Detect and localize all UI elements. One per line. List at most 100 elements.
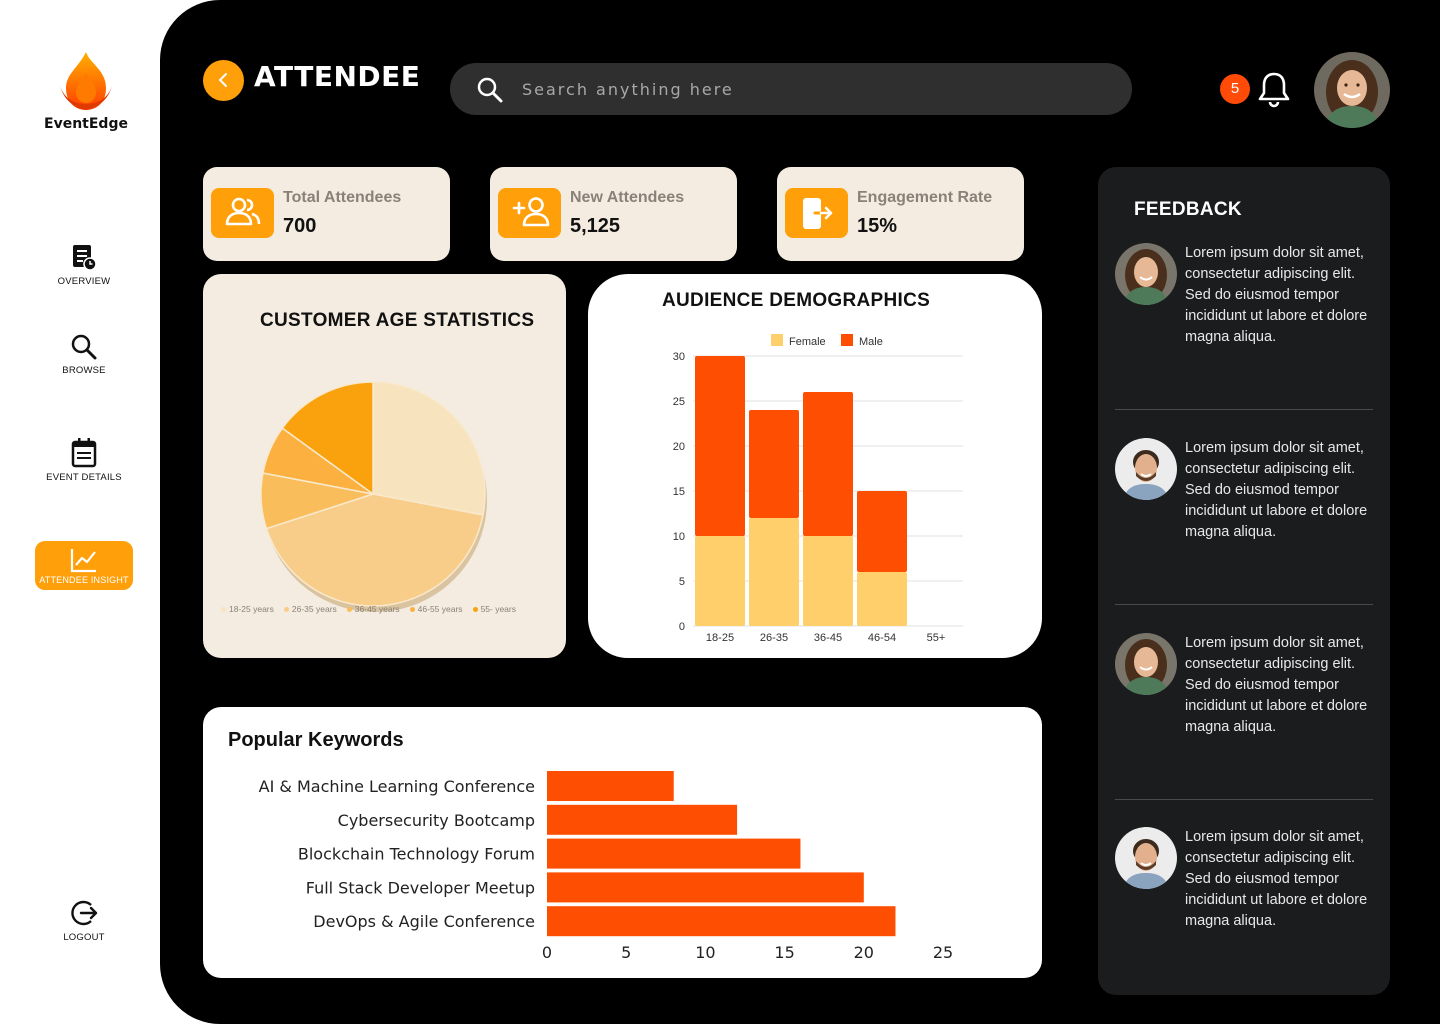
brand-logo[interactable]: EventEdge bbox=[40, 50, 132, 132]
search-icon bbox=[71, 334, 97, 360]
add-user-icon bbox=[512, 197, 550, 227]
audience-demographics-panel: AUDIENCE DEMOGRAPHICS 0 5 10 15 20 25 30 18-25 2… bbox=[588, 274, 1042, 658]
nav-event-details[interactable]: EVENT DETAILS bbox=[35, 438, 133, 483]
search-input[interactable] bbox=[522, 63, 1102, 115]
y-tick-label: 5 bbox=[679, 576, 685, 588]
nav-attendee-insight[interactable]: ATTENDEE INSIGHT bbox=[35, 541, 133, 590]
bar-segment-female[interactable] bbox=[695, 536, 745, 626]
logout-icon bbox=[71, 900, 98, 926]
feedback-avatar bbox=[1115, 827, 1177, 889]
keyword-label: Blockchain Technology Forum bbox=[298, 845, 535, 864]
popular-keywords-panel: Popular Keywords AI & Machine Learning C… bbox=[203, 707, 1042, 978]
man-avatar-icon bbox=[1115, 827, 1177, 889]
feedback-divider bbox=[1115, 409, 1373, 410]
notification-count-badge[interactable]: 5 bbox=[1220, 74, 1250, 104]
keyword-bar[interactable] bbox=[547, 872, 864, 903]
legend-dot bbox=[409, 606, 415, 612]
feedback-panel: FEEDBACK Lorem ipsum dolor sit amet, con… bbox=[1098, 167, 1390, 995]
feedback-title: FEEDBACK bbox=[1134, 199, 1242, 220]
bar-segment-male[interactable] bbox=[749, 410, 799, 518]
pie-legend-label: 55- years bbox=[480, 604, 516, 614]
keyword-label: DevOps & Agile Conference bbox=[313, 912, 535, 931]
bar-segment-female[interactable] bbox=[857, 572, 907, 626]
user-avatar[interactable] bbox=[1314, 52, 1390, 128]
pie-legend-item: 26-35 years bbox=[283, 604, 337, 614]
keywords-bar-chart: AI & Machine Learning Conference Cybersec… bbox=[259, 771, 953, 962]
bar-segment-female[interactable] bbox=[749, 518, 799, 626]
legend-dot bbox=[221, 606, 226, 612]
stat-value: 700 bbox=[283, 215, 317, 237]
pie-legend-label: 18-25 years bbox=[229, 604, 274, 614]
legend-dot bbox=[472, 606, 478, 612]
line-chart-icon bbox=[70, 549, 96, 573]
x-tick-label: 26-35 bbox=[760, 632, 788, 644]
x-tick-label: 46-54 bbox=[868, 632, 896, 644]
pie-slice[interactable] bbox=[281, 381, 374, 496]
stat-card-engagement-rate: Engagement Rate 15% bbox=[777, 167, 1024, 261]
chevron-left-icon bbox=[218, 73, 227, 87]
pie-slice[interactable] bbox=[372, 381, 486, 516]
brand-name: EventEdge bbox=[44, 116, 128, 132]
nav-event-details-label: EVENT DETAILS bbox=[46, 472, 122, 483]
legend-swatch bbox=[771, 334, 783, 346]
overview-icon bbox=[73, 245, 97, 271]
sidebar: EventEdge OVERVIEW BROWSE EVENT DETAILS bbox=[0, 0, 170, 1024]
stat-label: Engagement Rate bbox=[857, 189, 993, 206]
keyword-bar[interactable] bbox=[547, 804, 738, 835]
feedback-text: Lorem ipsum dolor sit amet, consectetur … bbox=[1185, 245, 1368, 345]
legend-label: Male bbox=[859, 336, 883, 348]
x-tick-label: 20 bbox=[854, 943, 874, 962]
bell-icon bbox=[1258, 72, 1290, 108]
pie-slice[interactable] bbox=[265, 493, 484, 607]
pie-legend-item: 46-55 years bbox=[409, 604, 463, 614]
back-button[interactable] bbox=[203, 60, 244, 101]
keyword-bar[interactable] bbox=[547, 838, 801, 869]
bar-segment-male[interactable] bbox=[803, 392, 853, 536]
nav-logout[interactable]: LOGOUT bbox=[35, 898, 133, 943]
stat-value: 5,125 bbox=[570, 215, 621, 237]
nav-overview[interactable]: OVERVIEW bbox=[35, 244, 133, 287]
search-bar[interactable] bbox=[450, 63, 1132, 115]
bar-segment-male[interactable] bbox=[695, 356, 745, 536]
keyword-bar[interactable] bbox=[547, 906, 896, 937]
woman-avatar-icon bbox=[1115, 243, 1177, 305]
bar-segment-female[interactable] bbox=[803, 536, 853, 626]
y-tick-label: 30 bbox=[673, 351, 685, 363]
pie-legend-label: 36-45 years bbox=[354, 604, 400, 614]
legend-swatch bbox=[841, 334, 853, 346]
popular-keywords-title: Popular Keywords bbox=[228, 729, 404, 751]
x-tick-label: 36-45 bbox=[814, 632, 842, 644]
notification-bell[interactable] bbox=[1256, 70, 1292, 113]
y-tick-label: 10 bbox=[673, 531, 685, 543]
legend-dot bbox=[346, 606, 352, 612]
bar-segment-male[interactable] bbox=[857, 491, 907, 572]
x-tick-label: 10 bbox=[695, 943, 715, 962]
page-title: ATTENDEE bbox=[254, 60, 421, 93]
stat-label: Total Attendees bbox=[283, 189, 402, 206]
pie-legend-label: 46-55 years bbox=[417, 604, 463, 614]
woman-avatar-icon bbox=[1115, 633, 1177, 695]
age-statistics-panel: CUSTOMER AGE STATISTICS 18-25 years 26-35… bbox=[203, 274, 566, 658]
pie-legend-item: 55- years bbox=[472, 604, 516, 614]
man-avatar-icon bbox=[1115, 438, 1177, 500]
exit-door-icon bbox=[803, 198, 833, 229]
calendar-icon bbox=[71, 438, 97, 468]
stat-value: 15% bbox=[857, 215, 898, 237]
audience-demographics-title: AUDIENCE DEMOGRAPHICS bbox=[662, 290, 931, 311]
feedback-avatar bbox=[1115, 633, 1177, 695]
feedback-avatar bbox=[1115, 243, 1177, 305]
keyword-bar[interactable] bbox=[547, 771, 674, 801]
feedback-text: Lorem ipsum dolor sit amet, consectetur … bbox=[1185, 440, 1368, 540]
nav-browse-label: BROWSE bbox=[62, 365, 106, 376]
x-tick-label: 5 bbox=[621, 943, 631, 962]
x-tick-label: 25 bbox=[933, 943, 953, 962]
x-tick-label: 15 bbox=[774, 943, 794, 962]
keyword-label: AI & Machine Learning Conference bbox=[259, 777, 535, 796]
y-tick-label: 25 bbox=[673, 396, 685, 408]
pie-legend-label: 26-35 years bbox=[291, 604, 337, 614]
demographics-bar-chart: 0 5 10 15 20 25 30 18-25 26-35 36-45 46-54 55+ Femal… bbox=[673, 334, 963, 644]
nav-browse[interactable]: BROWSE bbox=[35, 333, 133, 376]
x-tick-label: 0 bbox=[542, 943, 552, 962]
stat-label: New Attendees bbox=[570, 189, 685, 206]
legend-dot bbox=[283, 606, 289, 612]
